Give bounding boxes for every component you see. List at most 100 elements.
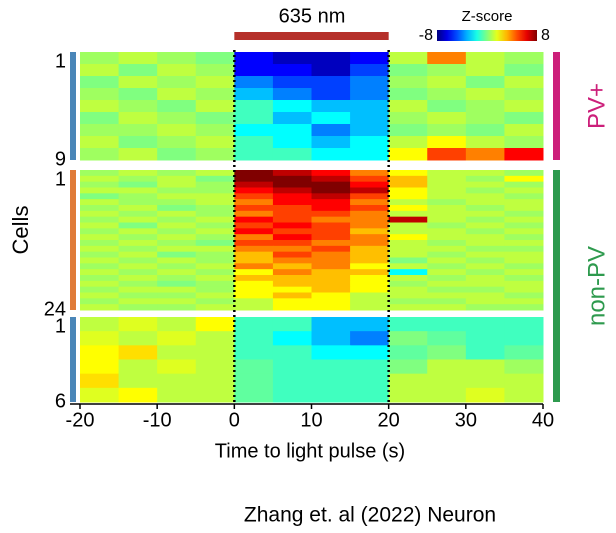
heatmap-cell xyxy=(118,280,158,288)
heatmap-cell xyxy=(80,373,120,389)
heatmap-cell xyxy=(311,228,351,235)
heatmap-cell xyxy=(272,234,312,241)
heatmap-cell xyxy=(80,263,120,270)
heatmap-cell xyxy=(157,88,197,101)
heatmap-cell xyxy=(195,275,235,282)
caption: Zhang et. al (2022) Neuron xyxy=(244,504,496,527)
heatmap-cell xyxy=(80,205,120,212)
heatmap-cell xyxy=(504,136,544,149)
heatmap-cell xyxy=(157,245,197,253)
heatmap-cell xyxy=(388,136,428,149)
heatmap-cell xyxy=(195,181,235,188)
heatmap-cell xyxy=(234,210,274,218)
colorbar-tick-label: 8 xyxy=(541,27,550,44)
heatmap-cell xyxy=(388,216,428,223)
heatmap-cell xyxy=(311,331,351,346)
heatmap-cell xyxy=(272,275,312,282)
heatmap-cell xyxy=(195,263,235,270)
heatmap-cell xyxy=(272,257,312,264)
heatmap-cell xyxy=(195,100,235,113)
x-tick-label: 10 xyxy=(300,409,322,431)
heatmap-cell xyxy=(388,52,428,65)
heatmap-cell xyxy=(504,148,544,161)
heatmap-cell xyxy=(311,245,351,253)
heatmap-cell xyxy=(272,100,312,113)
heatmap-cell xyxy=(504,245,544,253)
heatmap-cell xyxy=(388,210,428,218)
heatmap-cell xyxy=(195,170,235,177)
heatmap-cell xyxy=(504,359,544,375)
heatmap-cell xyxy=(272,387,312,403)
heatmap-cell xyxy=(350,234,390,241)
heatmap-cell xyxy=(465,199,505,206)
heatmap-cell xyxy=(465,193,505,200)
heatmap-cell xyxy=(427,64,467,77)
heatmap-cell xyxy=(350,304,390,311)
heatmap-cell xyxy=(504,222,544,229)
heatmap-cell xyxy=(388,304,428,311)
heatmap-cell xyxy=(311,359,351,375)
heatmap-cell xyxy=(118,100,158,113)
heatmap-cell xyxy=(350,76,390,89)
heatmap-cell xyxy=(272,136,312,149)
heatmap-cell xyxy=(350,136,390,149)
heatmap-cell xyxy=(80,222,120,229)
heatmap-cell xyxy=(118,275,158,282)
group-bar xyxy=(553,170,560,402)
row-tick-label: 1 xyxy=(55,315,66,337)
heatmap-cell xyxy=(272,345,312,360)
heatmap-cell xyxy=(118,187,158,194)
heatmap-cell xyxy=(504,257,544,264)
heatmap-cell xyxy=(118,359,158,375)
heatmap-cell xyxy=(234,136,274,149)
heatmap-cell xyxy=(311,292,351,299)
heatmap-cell xyxy=(465,88,505,101)
heatmap-cell xyxy=(465,210,505,218)
heatmap-cell xyxy=(388,331,428,346)
heatmap-cell xyxy=(118,304,158,311)
heatmap-cell xyxy=(388,228,428,235)
heatmap-cell xyxy=(311,275,351,282)
heatmap-cell xyxy=(350,257,390,264)
heatmap-cell xyxy=(504,240,544,247)
heatmap-cell xyxy=(504,269,544,276)
heatmap-cell xyxy=(427,269,467,276)
heatmap-cell xyxy=(350,210,390,218)
heatmap-cell xyxy=(118,88,158,101)
heatmap-cell xyxy=(504,331,544,346)
heatmap-cell xyxy=(157,193,197,200)
x-tick-label: -20 xyxy=(66,409,95,431)
heatmap-cell xyxy=(157,286,197,293)
heatmap-cell xyxy=(427,187,467,194)
heatmap-cell xyxy=(465,234,505,241)
heatmap-cell xyxy=(234,280,274,288)
heatmap-cell xyxy=(157,181,197,188)
heatmap-cell xyxy=(427,298,467,305)
heatmap-cell xyxy=(465,286,505,293)
heatmap-cell xyxy=(157,112,197,125)
heatmap-cell xyxy=(195,245,235,253)
heatmap-cell xyxy=(80,387,120,403)
heatmap-cell xyxy=(195,148,235,161)
heatmap-cell xyxy=(118,269,158,276)
heatmap-cell xyxy=(272,148,312,161)
heatmap-cell xyxy=(504,88,544,101)
heatmap-cell xyxy=(157,205,197,212)
heatmap-cell xyxy=(504,187,544,194)
heatmap-cell xyxy=(234,257,274,264)
heatmap-cell xyxy=(311,304,351,311)
heatmap-cell xyxy=(465,292,505,299)
heatmap-cell xyxy=(465,263,505,270)
heatmap-cell xyxy=(80,240,120,247)
heatmap-cell xyxy=(504,210,544,218)
heatmap-cell xyxy=(234,124,274,137)
heatmap-cell xyxy=(195,269,235,276)
heatmap-cell xyxy=(195,298,235,305)
heatmap-cell xyxy=(388,345,428,360)
heatmap-cell xyxy=(465,136,505,149)
heatmap-cell xyxy=(157,275,197,282)
heatmap-cell xyxy=(118,181,158,188)
heatmap-cell xyxy=(118,298,158,305)
heatmap-cell xyxy=(118,76,158,89)
heatmap-cell xyxy=(504,193,544,200)
